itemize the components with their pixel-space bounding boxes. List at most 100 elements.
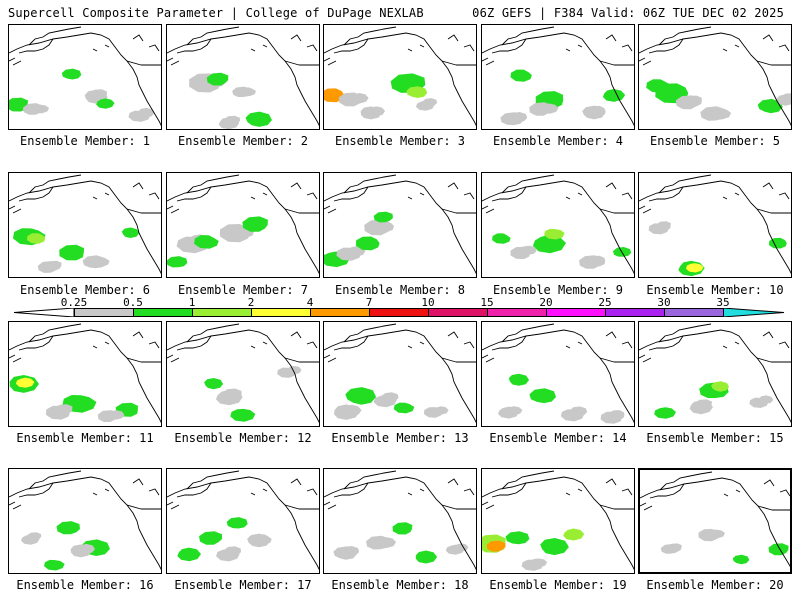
coastline [482, 476, 634, 571]
coastline [324, 32, 476, 127]
colorbar-segment [487, 308, 546, 317]
colorbar-label: 1 [188, 296, 196, 309]
coastline [491, 174, 555, 202]
coastline [290, 331, 318, 349]
scp-field [415, 550, 438, 564]
coastline [447, 34, 475, 52]
colorbar-tick [251, 308, 252, 317]
scp-field [31, 104, 50, 114]
colorbar-segment [74, 308, 133, 317]
scp-field [78, 543, 95, 554]
map-canvas [167, 470, 319, 571]
colorbar-tick [664, 308, 665, 317]
coastline [132, 182, 160, 200]
scp-field [757, 98, 783, 114]
member-caption: Ensemble Member: 1 [19, 134, 151, 148]
member-caption: Ensemble Member: 11 [16, 431, 154, 445]
scp-field [529, 388, 556, 404]
coastline [756, 60, 791, 66]
colorbar-label: 7 [365, 296, 373, 309]
coastline [9, 488, 110, 510]
scp-field [56, 521, 80, 535]
coastline [167, 32, 319, 127]
coastline [639, 329, 791, 424]
scp-field [758, 395, 774, 404]
coastline [762, 34, 790, 52]
colorbar-segment [251, 308, 310, 317]
member-map-11 [8, 321, 162, 427]
coastline [167, 488, 268, 510]
coastline [324, 488, 425, 510]
colorbar-segment [428, 308, 487, 317]
scp-field [602, 89, 626, 102]
scp-field [177, 547, 201, 562]
member-map-4 [481, 24, 635, 130]
coastline [756, 208, 791, 214]
scp-field [588, 105, 606, 117]
header-title: Supercell Composite Parameter | College … [8, 6, 424, 20]
colorbar-label: 4 [306, 296, 314, 309]
coastline [167, 192, 268, 214]
scp-field [707, 529, 725, 539]
scp-field [194, 235, 219, 249]
member-caption: Ensemble Member: 9 [492, 283, 624, 297]
coastline [9, 44, 110, 66]
colorbar-label: 10 [421, 296, 435, 309]
colorbar-tick [723, 308, 724, 317]
coastline [176, 323, 240, 351]
coastline [762, 331, 790, 349]
coastline [441, 60, 476, 66]
coastline [333, 323, 397, 351]
scp-field [392, 522, 413, 535]
map-canvas [167, 26, 319, 129]
scp-field [121, 227, 140, 238]
scp-field [138, 107, 155, 118]
coastline [640, 477, 790, 568]
scp-field [654, 407, 676, 419]
scp-field [609, 410, 625, 420]
coastline [640, 489, 741, 511]
member-map-5 [638, 24, 792, 130]
coastline [482, 488, 583, 510]
coastline [599, 60, 634, 66]
scp-field [505, 531, 530, 545]
coastline [333, 26, 397, 54]
map-canvas [482, 323, 634, 424]
scp-field [287, 365, 302, 375]
member-map-19 [481, 468, 635, 574]
member-caption: Ensemble Member: 5 [649, 134, 781, 148]
coastline [18, 174, 82, 202]
scp-field [508, 373, 530, 386]
scp-field [204, 378, 224, 390]
header-valid-time: 06Z GEFS | F384 Valid: 06Z TUE DEC 02 20… [472, 6, 784, 20]
colorbar-segment [192, 308, 251, 317]
member-caption: Ensemble Member: 6 [19, 283, 151, 297]
colorbar-label: 25 [598, 296, 612, 309]
colorbar-tick [428, 308, 429, 317]
coastline [126, 357, 161, 363]
scp-field [222, 388, 242, 400]
scp-field [520, 245, 537, 255]
member-caption: Ensemble Member: 4 [492, 134, 624, 148]
scp-field [224, 546, 242, 556]
member-map-6 [8, 172, 162, 278]
coastline [333, 470, 397, 498]
scp-field [695, 399, 712, 410]
coastline [126, 208, 161, 214]
coastline [441, 208, 476, 214]
map-canvas [324, 323, 476, 424]
coastline [491, 323, 555, 351]
scp-field [245, 111, 272, 127]
coastline [599, 357, 634, 363]
scp-field [540, 103, 559, 114]
coastline [447, 478, 475, 496]
member-map-8 [323, 172, 477, 278]
scp-field [768, 543, 789, 556]
member-map-17 [166, 468, 320, 574]
colorbar-tick [74, 308, 75, 317]
member-caption: Ensemble Member: 2 [177, 134, 309, 148]
map-canvas [639, 26, 791, 127]
coastline [132, 34, 160, 52]
coastline [648, 174, 712, 202]
coastline [167, 476, 319, 571]
